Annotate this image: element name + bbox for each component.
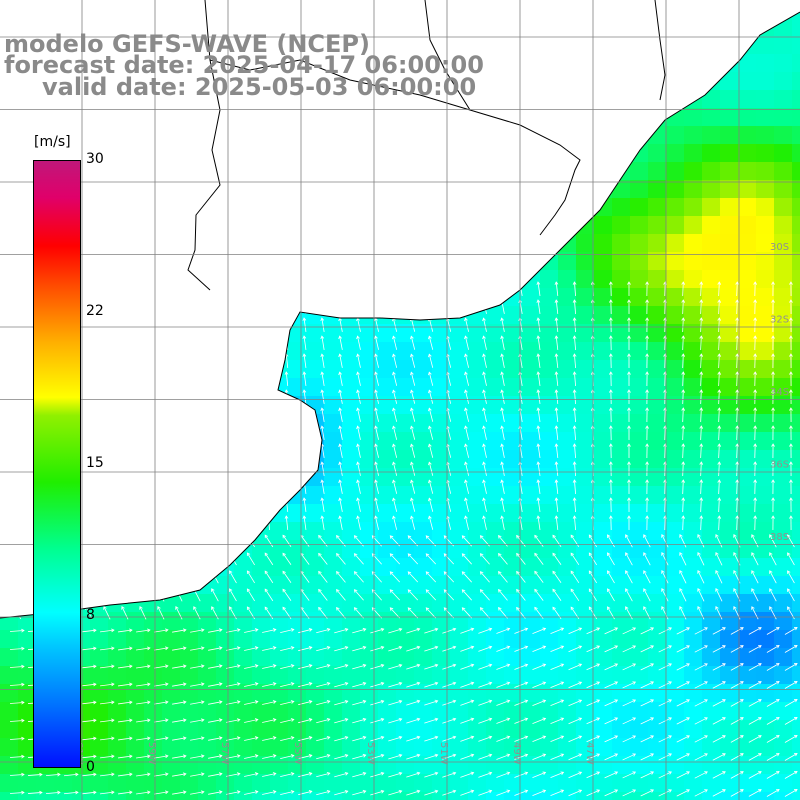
title-valid-date: valid date: 2025-05-03 06:00:00 — [42, 73, 477, 101]
lon-label: 49W — [511, 742, 522, 765]
colorbar-tick-0: 0 — [86, 759, 95, 775]
title-forecast-date: forecast date: 2025-04-17 06:00:00 — [4, 51, 484, 79]
lat-label: 34S — [770, 387, 789, 398]
land-mask — [0, 0, 800, 618]
colorbar-tick-22: 22 — [86, 303, 104, 319]
lat-label: 38S — [770, 532, 789, 543]
lon-label: 47W — [584, 742, 595, 765]
colorbar — [33, 160, 81, 768]
colorbar-tick-15: 15 — [86, 455, 104, 471]
colorbar-tick-30: 30 — [86, 151, 104, 167]
title-model: modelo GEFS-WAVE (NCEP) — [4, 30, 370, 58]
colorbar-unit: [m/s] — [34, 134, 71, 150]
lon-label: 53W — [365, 742, 376, 765]
lat-label: 32S — [770, 315, 789, 326]
lat-label: 36S — [770, 460, 789, 471]
lon-label: 51W — [438, 742, 449, 765]
colorbar-tick-8: 8 — [86, 607, 95, 623]
lat-label: 30S — [770, 242, 789, 253]
lon-label: 55W — [292, 742, 303, 765]
lon-label: 57W — [219, 742, 230, 765]
coastline — [0, 11, 800, 619]
latitude-labels: 30S 32S 34S 36S 38S — [770, 242, 789, 543]
lon-label: 59W — [146, 742, 157, 765]
